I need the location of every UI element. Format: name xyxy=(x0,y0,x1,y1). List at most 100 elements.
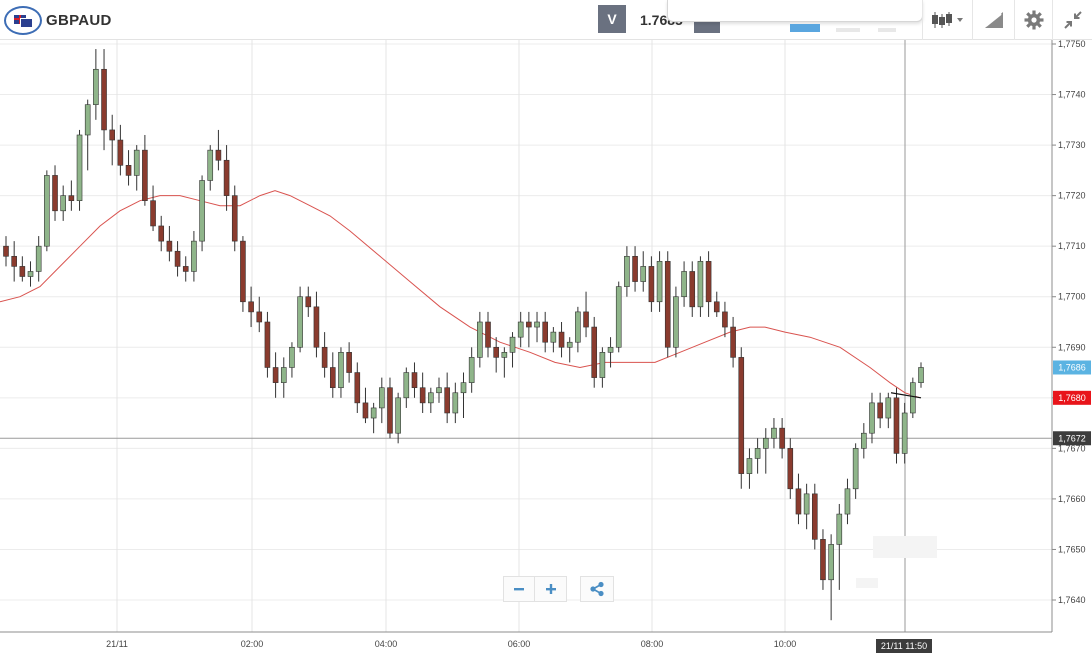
drawing-tools-button[interactable] xyxy=(972,0,1014,40)
sell-button[interactable]: V xyxy=(598,5,626,33)
candle xyxy=(321,332,328,378)
candle xyxy=(395,392,401,444)
candle xyxy=(477,311,483,368)
minus-icon xyxy=(514,588,524,591)
candle xyxy=(501,347,508,378)
quantity-indicator[interactable] xyxy=(790,24,820,32)
x-tick-label: 02:00 xyxy=(241,639,264,649)
candle xyxy=(182,256,189,282)
candle xyxy=(329,352,336,398)
candle xyxy=(771,418,777,449)
candle xyxy=(820,529,826,590)
candle xyxy=(583,291,589,338)
gear-icon xyxy=(1024,10,1043,30)
candle xyxy=(803,483,810,530)
candle xyxy=(76,129,83,211)
candle xyxy=(599,347,606,388)
candle xyxy=(632,246,638,292)
svg-text:1,7672: 1,7672 xyxy=(1058,433,1086,443)
share-icon xyxy=(590,581,604,597)
svg-text:1,7680: 1,7680 xyxy=(1058,393,1086,403)
candle xyxy=(460,372,467,419)
candle xyxy=(746,448,753,489)
zoom-in-button[interactable] xyxy=(535,576,567,602)
flag-icon[interactable] xyxy=(4,6,42,35)
candle xyxy=(158,215,165,252)
candle xyxy=(795,473,802,525)
candle xyxy=(534,311,540,343)
candle xyxy=(468,347,475,393)
candle xyxy=(215,129,222,171)
candle xyxy=(411,362,418,398)
candle xyxy=(444,372,450,424)
candle xyxy=(550,327,557,353)
candle xyxy=(869,392,875,444)
candle xyxy=(893,387,900,464)
last-price-marker xyxy=(890,392,922,399)
candle xyxy=(379,377,385,424)
candle xyxy=(240,236,246,312)
candle xyxy=(787,438,794,499)
candle xyxy=(142,134,148,206)
candle xyxy=(272,352,279,398)
ma-price-label: 1,7680 xyxy=(1053,390,1091,405)
candle xyxy=(722,301,728,338)
candle xyxy=(493,337,499,373)
candle xyxy=(207,145,214,191)
candle xyxy=(35,236,42,282)
candle xyxy=(575,306,581,353)
candle xyxy=(256,296,263,333)
settings-button[interactable] xyxy=(1014,0,1052,40)
candle xyxy=(615,281,622,353)
candle xyxy=(305,286,312,317)
collapse-button[interactable] xyxy=(1052,0,1092,40)
candle xyxy=(811,483,818,550)
candlestick-chart[interactable]: 1,7750 1,7740 1,7730 1,7720 1,7710 1,7700 1,76… xyxy=(0,40,1092,657)
candle xyxy=(60,185,66,221)
candle xyxy=(566,337,573,363)
y-tick-label: 1,7660 xyxy=(1058,494,1086,504)
faded-tooltip-2 xyxy=(856,578,878,588)
symbol-title[interactable]: GBPAUD xyxy=(46,12,112,29)
x-tick-label: 10:00 xyxy=(774,639,797,649)
candle xyxy=(885,392,892,429)
candle xyxy=(861,423,867,459)
candle xyxy=(624,246,630,297)
candle xyxy=(656,251,663,312)
gb-au-flag-icon xyxy=(14,14,32,27)
share-button[interactable] xyxy=(580,576,614,602)
y-tick-label: 1,7690 xyxy=(1058,342,1086,352)
faded-tooltip xyxy=(873,536,937,558)
candle xyxy=(673,286,679,358)
candle xyxy=(730,316,736,368)
y-tick-label: 1,7700 xyxy=(1058,292,1086,302)
candle xyxy=(762,428,769,474)
y-tick-label: 1,7670 xyxy=(1058,443,1086,453)
chart-type-button[interactable] xyxy=(922,0,972,40)
candle xyxy=(436,377,442,403)
candle xyxy=(93,49,99,120)
zoom-out-button[interactable] xyxy=(503,576,535,602)
candle xyxy=(11,241,17,282)
candle xyxy=(713,291,720,317)
axes: 1,7750 1,7740 1,7730 1,7720 1,7710 1,7700 1,76… xyxy=(0,40,1086,649)
candle xyxy=(452,382,459,424)
candle xyxy=(199,175,205,252)
candle xyxy=(852,443,859,499)
y-tick-label: 1,7750 xyxy=(1058,40,1086,49)
candle xyxy=(27,261,34,287)
candle xyxy=(68,180,75,211)
candle xyxy=(174,241,181,277)
candle xyxy=(19,256,26,282)
candle xyxy=(264,311,271,378)
candle xyxy=(387,377,393,439)
svg-text:21/11 11:50: 21/11 11:50 xyxy=(881,641,927,651)
candle xyxy=(681,261,687,307)
candle xyxy=(705,251,712,317)
candle xyxy=(648,256,655,312)
y-tick-label: 1,7710 xyxy=(1058,241,1086,251)
candle xyxy=(607,337,614,368)
candlestick-chart-icon xyxy=(931,12,963,28)
quote-popup xyxy=(667,0,923,22)
candle xyxy=(52,165,58,221)
